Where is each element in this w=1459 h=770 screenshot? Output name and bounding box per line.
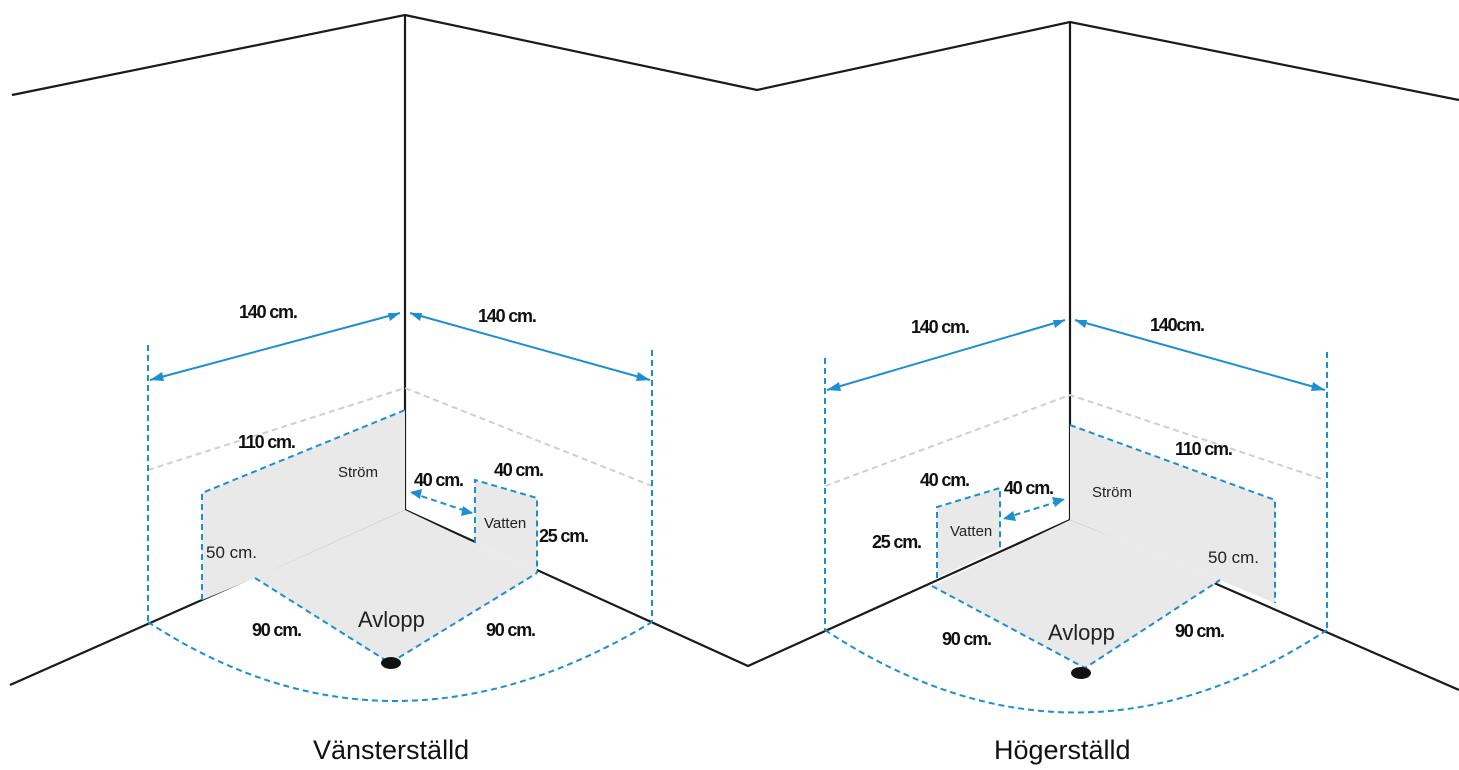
left-dim-floor-left: 90 cm. xyxy=(252,620,301,640)
left-dim-water-offset: 40 cm. xyxy=(414,470,463,490)
right-dim-power-width: 110 cm. xyxy=(1175,439,1232,459)
right-drain-label: Avlopp xyxy=(1048,620,1115,645)
right-dim-water-width: 40 cm. xyxy=(920,470,969,490)
left-water-label: Vatten xyxy=(484,515,526,532)
right-power-label: Ström xyxy=(1092,484,1132,501)
right-dim-floor-left: 90 cm. xyxy=(942,629,991,649)
right-dim-right-wall: 140cm. xyxy=(1150,315,1204,335)
left-corner-layout: 140 cm. 140 cm. 110 cm. Ström 40 cm. 40 … xyxy=(147,302,653,765)
right-dim-floor-right: 90 cm. xyxy=(1175,621,1224,641)
left-power-zone xyxy=(202,410,405,600)
left-power-label: Ström xyxy=(338,464,378,481)
left-dim-right-wall: 140 cm. xyxy=(478,306,536,326)
right-caption: Högerställd xyxy=(994,735,1131,765)
right-power-zone xyxy=(1070,425,1275,603)
right-drain-zone xyxy=(932,520,1220,668)
left-drain-zone xyxy=(255,510,537,663)
right-dim-water-offset: 40 cm. xyxy=(1004,478,1053,498)
right-drain-icon xyxy=(1071,667,1091,679)
left-drain-icon xyxy=(381,657,401,669)
left-dim-power-height: 50 cm. xyxy=(206,543,257,562)
left-dim-power-width: 110 cm. xyxy=(238,432,295,452)
right-dim-left-wall: 140 cm. xyxy=(911,317,969,337)
left-dim-left-wall: 140 cm. xyxy=(239,302,297,322)
left-dim-water-height: 25 cm. xyxy=(539,526,588,546)
right-dim-water-height: 25 cm. xyxy=(872,532,921,552)
right-water-zone xyxy=(937,488,1000,578)
left-drain-label: Avlopp xyxy=(358,607,425,632)
left-dim-water-width: 40 cm. xyxy=(494,460,543,480)
left-water-zone xyxy=(475,480,537,573)
left-dim-floor-right: 90 cm. xyxy=(486,620,535,640)
right-dim-power-height: 50 cm. xyxy=(1208,548,1259,567)
right-water-label: Vatten xyxy=(950,523,992,540)
right-corner-layout: 140 cm. 140cm. 110 cm. 40 cm. 40 cm. Str… xyxy=(824,315,1328,765)
left-caption: Vänsterställd xyxy=(313,735,469,765)
